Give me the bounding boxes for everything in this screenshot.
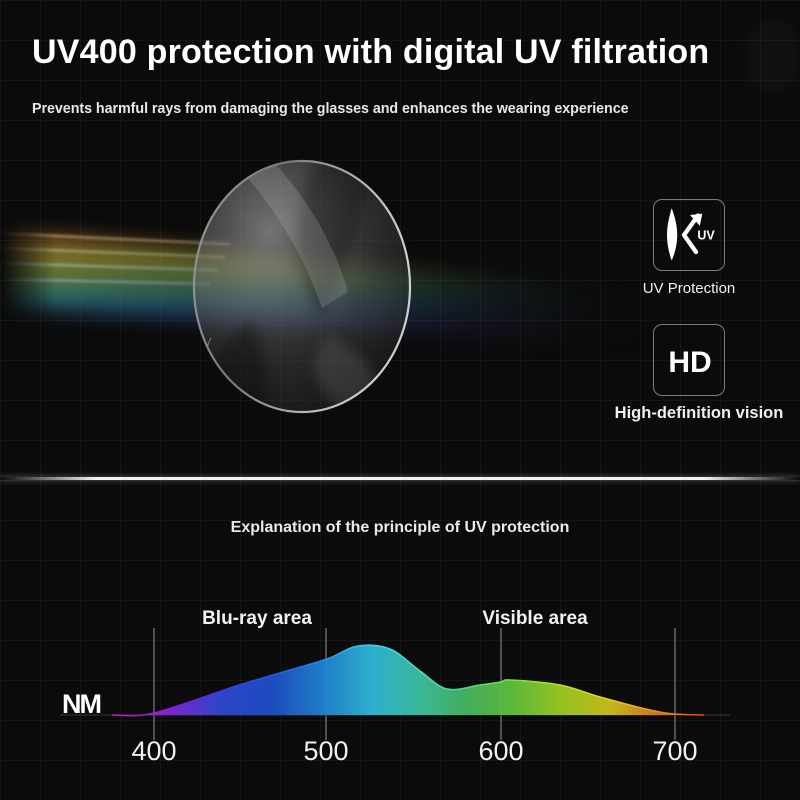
svg-text:HD: HD bbox=[668, 346, 711, 379]
svg-text:UV: UV bbox=[697, 229, 715, 243]
